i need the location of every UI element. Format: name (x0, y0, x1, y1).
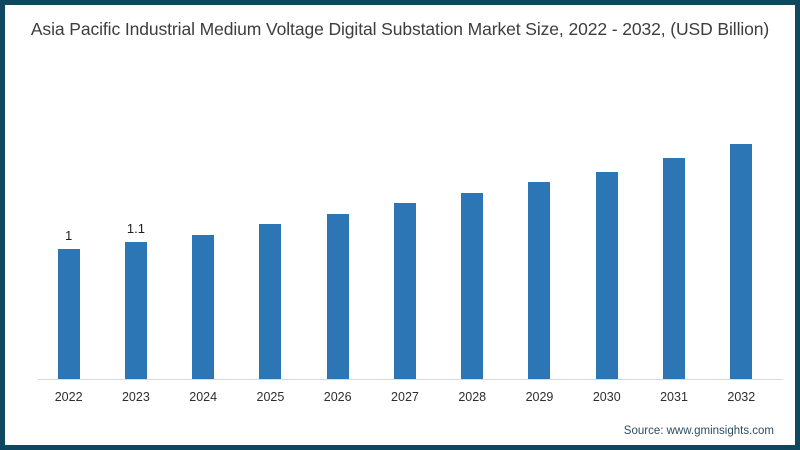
bar-2031 (663, 158, 686, 379)
x-tick-label-2022: 2022 (54, 390, 83, 404)
source-credit: Source: www.gminsights.com (623, 425, 774, 437)
bar-2032 (730, 144, 753, 379)
plot-area: 1 1.1 (35, 135, 775, 379)
x-tick-label-2031: 2031 (660, 390, 688, 404)
bar-2023 (124, 242, 147, 379)
bar-2030 (595, 172, 618, 379)
bar-2022 (57, 249, 80, 379)
bar-2025 (259, 224, 282, 379)
bar-group-2022: 1 (35, 135, 102, 379)
bar-group-2029 (506, 135, 573, 379)
bar-2026 (326, 214, 349, 379)
bar-group-2026 (304, 135, 371, 379)
bar-group-2030 (573, 135, 640, 379)
x-tick-label-2023: 2023 (121, 390, 150, 404)
x-axis-line (38, 379, 783, 380)
bar-2029 (528, 182, 551, 379)
x-tick-label-2030: 2030 (592, 390, 621, 404)
x-tick-label-2032: 2032 (727, 390, 756, 404)
bar-value-label: 1 (65, 228, 73, 243)
bar-group-2024 (170, 135, 237, 379)
chart-title: Asia Pacific Industrial Medium Voltage D… (30, 19, 770, 39)
bar-2027 (393, 203, 416, 379)
x-tick-label-2025: 2025 (256, 390, 285, 404)
bar-group-2032 (708, 135, 775, 379)
x-tick-label-2028: 2028 (458, 390, 487, 404)
bar-group-2028 (439, 135, 506, 379)
x-tick-label-2026: 2026 (323, 390, 352, 404)
bar-group-2025 (237, 135, 304, 379)
bar-group-2023: 1.1 (102, 135, 169, 379)
bar-2024 (192, 235, 215, 379)
bar-2028 (461, 193, 484, 379)
x-tick-label-2027: 2027 (391, 390, 419, 404)
bar-value-label: 1.1 (126, 221, 145, 236)
x-axis-tick-row: 2022 2023 2024 2025 2026 2027 2028 2029 2030 2031… (35, 390, 775, 404)
bar-group-2027 (371, 135, 438, 379)
bar-group-2031 (640, 135, 707, 379)
x-tick-label-2024: 2024 (189, 390, 218, 404)
x-tick-label-2029: 2029 (525, 390, 554, 404)
